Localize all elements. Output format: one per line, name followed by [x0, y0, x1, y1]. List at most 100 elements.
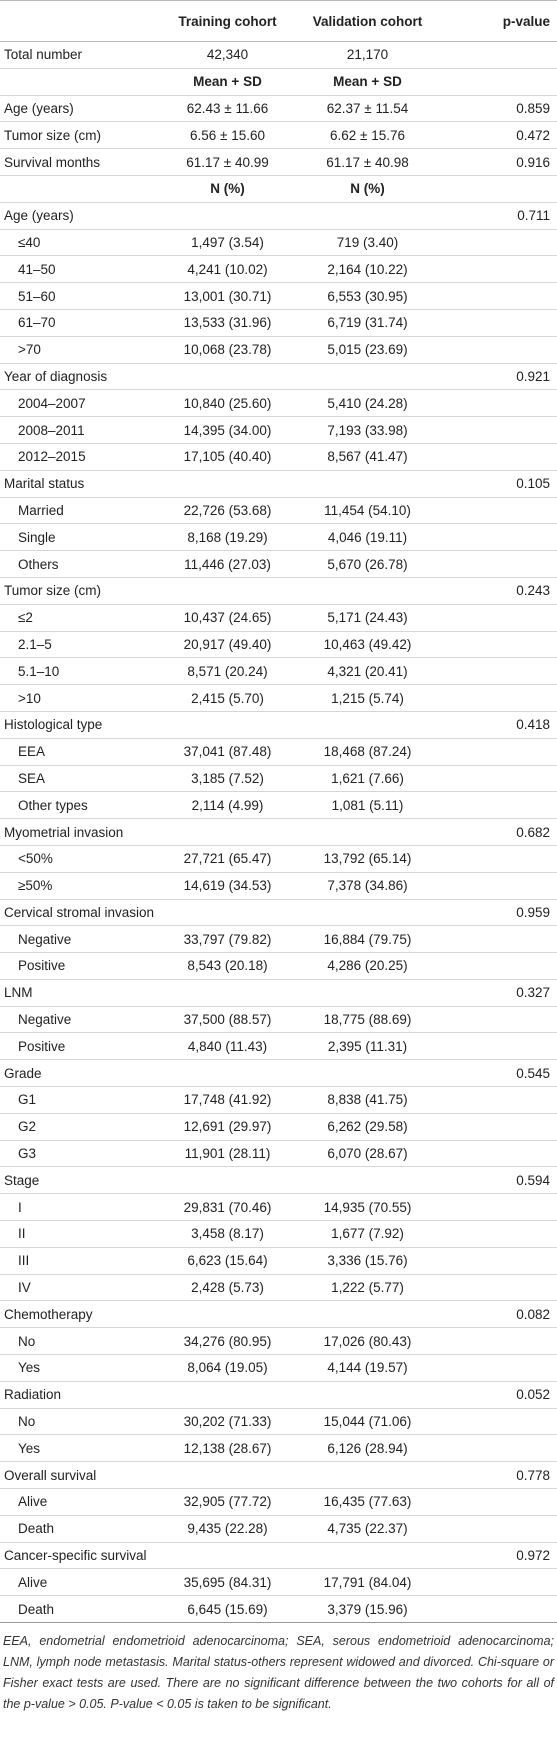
table-row: Negative 33,797 (79.82) 16,884 (79.75)	[0, 925, 557, 954]
row-label: Age (years)	[0, 95, 160, 123]
validation-cell	[295, 1461, 440, 1490]
validation-cell: 15,044 (71.06)	[295, 1408, 440, 1436]
row-label: Myometrial invasion	[0, 818, 160, 846]
training-cell: 32,905 (77.72)	[160, 1488, 295, 1516]
row-label: ≤40	[0, 229, 160, 257]
header-cell	[0, 0, 160, 42]
row-label: Positive	[0, 1032, 160, 1061]
row-label: 51–60	[0, 282, 160, 310]
row-label: Single	[0, 523, 160, 552]
table-row: Alive 35,695 (84.31) 17,791 (84.04)	[0, 1568, 557, 1597]
table-row: Radiation 0.052	[0, 1381, 557, 1409]
training-cell: 33,797 (79.82)	[160, 925, 295, 954]
row-label: Yes	[0, 1434, 160, 1463]
training-cell	[160, 202, 295, 230]
table-row: ≤40 1,497 (3.54) 719 (3.40)	[0, 229, 557, 257]
p-value-cell	[440, 175, 557, 203]
validation-cell: 1,677 (7.92)	[295, 1220, 440, 1248]
validation-cell: 14,935 (70.55)	[295, 1193, 440, 1222]
row-label	[0, 175, 160, 203]
validation-cell: 2,395 (11.31)	[295, 1032, 440, 1061]
p-value-cell	[440, 1354, 557, 1382]
p-value-cell	[440, 41, 557, 69]
p-value-cell: 0.472	[440, 121, 557, 150]
validation-cell: 18,468 (87.24)	[295, 738, 440, 766]
p-value-cell	[440, 282, 557, 310]
validation-cell: 5,015 (23.69)	[295, 336, 440, 364]
validation-cell: 4,144 (19.57)	[295, 1354, 440, 1382]
p-value-cell: 0.921	[440, 363, 557, 391]
training-cell: 35,695 (84.31)	[160, 1568, 295, 1597]
row-label: Chemotherapy	[0, 1300, 160, 1329]
table-row: Other types 2,114 (4.99) 1,081 (5.11)	[0, 791, 557, 820]
p-value-cell	[440, 1220, 557, 1248]
p-value-cell	[440, 1488, 557, 1516]
table-row: Married 22,726 (53.68) 11,454 (54.10)	[0, 497, 557, 525]
p-value-cell	[440, 952, 557, 980]
table-row: Single 8,168 (19.29) 4,046 (19.11)	[0, 523, 557, 552]
validation-cell: 6,719 (31.74)	[295, 309, 440, 337]
validation-cell: 719 (3.40)	[295, 229, 440, 257]
table-row: Mean + SD Mean + SD	[0, 68, 557, 96]
training-cell: 14,619 (34.53)	[160, 872, 295, 900]
table-row: Age (years) 62.43 ± 11.66 62.37 ± 11.54 0.8…	[0, 95, 557, 123]
validation-cell: 61.17 ± 40.98	[295, 148, 440, 176]
training-cell: 2,114 (4.99)	[160, 791, 295, 820]
p-value-cell	[440, 1140, 557, 1168]
table-row: 61–70 13,533 (31.96) 6,719 (31.74)	[0, 309, 557, 337]
p-value-cell: 0.327	[440, 979, 557, 1007]
validation-cell: 6,262 (29.58)	[295, 1113, 440, 1141]
training-cell: 37,041 (87.48)	[160, 738, 295, 766]
training-cell: 11,901 (28.11)	[160, 1140, 295, 1168]
validation-cell	[295, 577, 440, 605]
p-value-cell	[440, 1434, 557, 1463]
table-row: Positive 8,543 (20.18) 4,286 (20.25)	[0, 952, 557, 980]
validation-cell	[295, 1542, 440, 1570]
training-cell	[160, 899, 295, 927]
validation-cell: N (%)	[295, 175, 440, 203]
table-row: Yes 8,064 (19.05) 4,144 (19.57)	[0, 1354, 557, 1382]
row-label: SEA	[0, 765, 160, 793]
p-value-cell	[440, 791, 557, 820]
p-value-cell: 0.859	[440, 95, 557, 123]
training-cell: 11,446 (27.03)	[160, 550, 295, 578]
training-cell	[160, 1542, 295, 1570]
table-row: SEA 3,185 (7.52) 1,621 (7.66)	[0, 765, 557, 793]
training-cell: 12,138 (28.67)	[160, 1434, 295, 1463]
table-row: Yes 12,138 (28.67) 6,126 (28.94)	[0, 1434, 557, 1463]
training-cell: 14,395 (34.00)	[160, 416, 295, 444]
table-row: 2008–2011 14,395 (34.00) 7,193 (33.98)	[0, 416, 557, 444]
table-row: Alive 32,905 (77.72) 16,435 (77.63)	[0, 1488, 557, 1516]
table-row: Marital status 0.105	[0, 470, 557, 498]
training-cell: 8,543 (20.18)	[160, 952, 295, 980]
training-cell: 13,001 (30.71)	[160, 282, 295, 310]
training-cell: 9,435 (22.28)	[160, 1515, 295, 1543]
row-label: LNM	[0, 979, 160, 1007]
table-row: ≥50% 14,619 (34.53) 7,378 (34.86)	[0, 872, 557, 900]
training-cell: 3,185 (7.52)	[160, 765, 295, 793]
validation-cell: 5,410 (24.28)	[295, 389, 440, 418]
p-value-cell	[440, 925, 557, 954]
validation-cell: 6,126 (28.94)	[295, 1434, 440, 1463]
row-label: Yes	[0, 1354, 160, 1382]
table-row: 51–60 13,001 (30.71) 6,553 (30.95)	[0, 282, 557, 310]
p-value-cell: 0.972	[440, 1542, 557, 1570]
training-cell	[160, 818, 295, 846]
training-cell: 6,645 (15.69)	[160, 1595, 295, 1624]
table-row: G1 17,748 (41.92) 8,838 (41.75)	[0, 1086, 557, 1114]
row-label: Stage	[0, 1166, 160, 1195]
row-label: Radiation	[0, 1381, 160, 1409]
table-row: Death 6,645 (15.69) 3,379 (15.96)	[0, 1595, 557, 1624]
training-cell: 30,202 (71.33)	[160, 1408, 295, 1436]
p-value-cell	[440, 1006, 557, 1034]
table-row: IV 2,428 (5.73) 1,222 (5.77)	[0, 1274, 557, 1302]
training-cell: N (%)	[160, 175, 295, 203]
table-row: Positive 4,840 (11.43) 2,395 (11.31)	[0, 1032, 557, 1061]
row-label: 2.1–5	[0, 631, 160, 659]
row-label: Other types	[0, 791, 160, 820]
row-label: No	[0, 1408, 160, 1436]
header-cell: p-value	[440, 0, 557, 42]
validation-cell: 8,567 (41.47)	[295, 443, 440, 471]
training-cell	[160, 979, 295, 1007]
row-label: Age (years)	[0, 202, 160, 230]
